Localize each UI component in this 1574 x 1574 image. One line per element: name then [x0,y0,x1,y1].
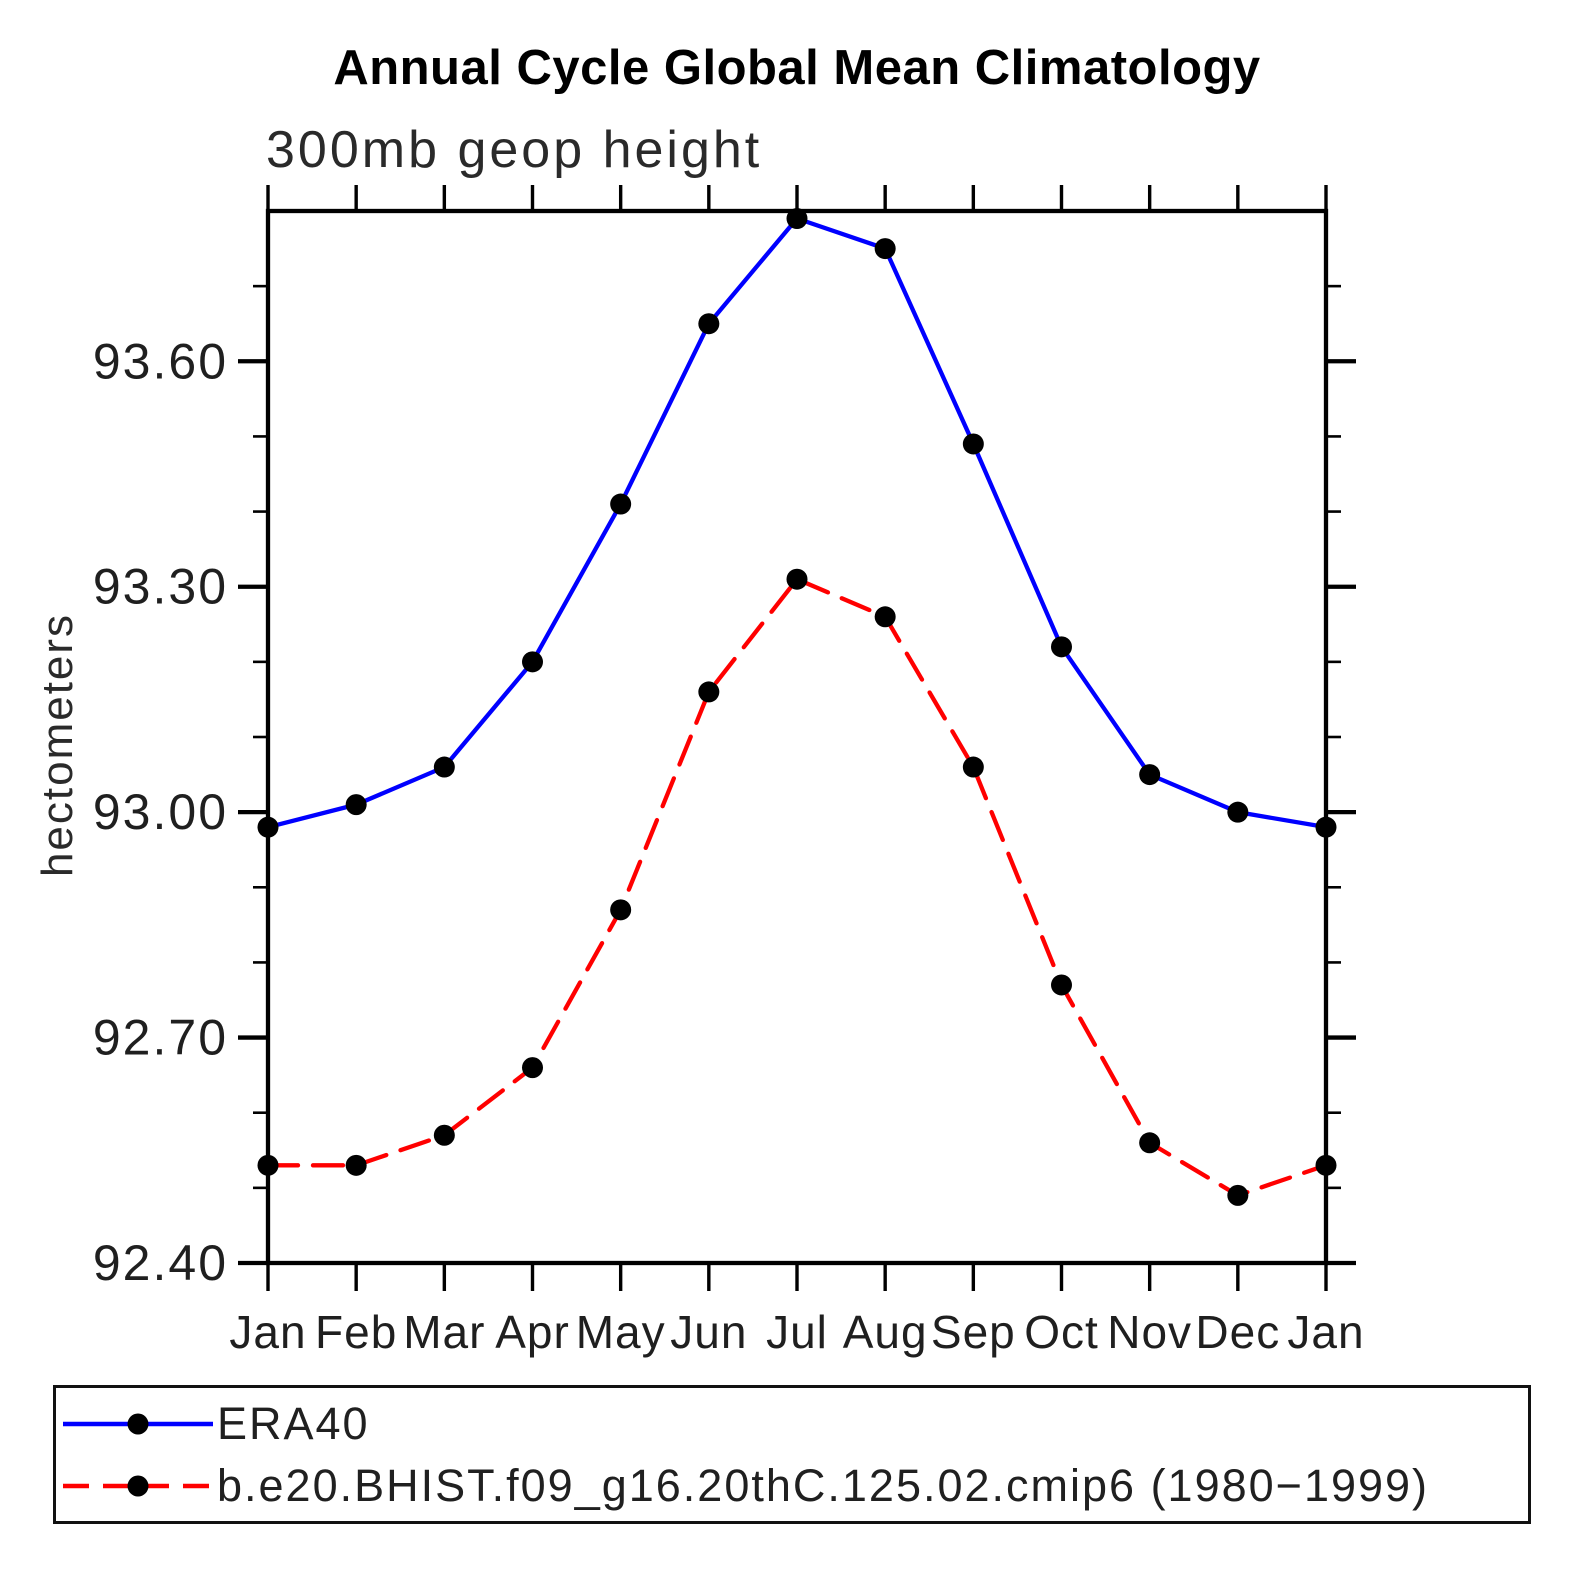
legend-item-era40: ERA40 [61,1398,1528,1450]
legend-sample-dashed-red-line [63,1475,213,1496]
data-point-s1-Jan [257,1154,279,1176]
x-tick-label: May [576,1306,666,1358]
y-tick-label: 92.40 [93,1235,228,1291]
y-tick-label: 92.70 [93,1010,228,1066]
data-point-s1-Mar [433,1124,455,1146]
legend-item-model: b.e20.BHIST.f09_g16.20thC.125.02.cmip6 (… [61,1460,1528,1512]
series-line-1 [265,577,1329,1198]
data-point-s1-Jul [786,568,808,590]
x-tick-label: Feb [315,1306,397,1358]
x-tick-label: Sep [931,1306,1016,1358]
data-point-s0-Jan [257,816,279,838]
data-point-s0-Jun [698,313,720,335]
data-point-s0-Sep [962,433,984,455]
x-tick-label: Mar [403,1306,485,1358]
y-tick-label: 93.00 [93,784,228,840]
data-point-s1-Aug [874,606,896,628]
chart-subtitle: 300mb geop height [266,121,763,179]
data-point-s0-Feb [345,794,367,816]
x-tick-label: Jul [766,1306,828,1358]
x-tick-label: Oct [1024,1306,1099,1358]
data-point-s1-Jun [698,681,720,703]
data-point-s1-Oct [1051,974,1072,996]
data-point-s0-Nov [1139,764,1161,786]
data-point-s0-Apr [522,651,543,673]
x-tick-label: Jan [229,1306,306,1358]
legend-label-era40: ERA40 [217,1397,370,1449]
x-tick-label: Aug [843,1306,928,1358]
legend-marker-dot [127,1475,149,1496]
plot-frame [265,208,1329,1266]
data-point-s0-Mar [433,756,455,778]
x-tick-label: Nov [1107,1306,1192,1358]
data-point-s0-Oct [1051,636,1072,658]
y-tick-label: 93.60 [93,333,228,389]
series-line-0 [265,216,1329,830]
data-point-s1-Nov [1139,1132,1161,1154]
data-point-s1-Dec [1227,1184,1249,1206]
data-point-s1-Apr [522,1057,543,1079]
x-tick-label: Jun [670,1306,747,1358]
data-point-s0-Jan [1315,816,1337,838]
x-tick-label: Dec [1195,1306,1280,1358]
data-point-s0-Jul [786,208,808,230]
data-point-s1-Sep [962,756,984,778]
data-point-s0-Aug [874,238,896,260]
chart-title: Annual Cycle Global Mean Climatology [333,41,1261,95]
y-tick-label: 93.30 [93,559,228,615]
x-tick-label: Apr [495,1306,570,1358]
data-point-s1-Jan [1315,1154,1337,1176]
legend-sample-solid-blue-line [63,1413,213,1434]
legend-box: ERA40 b.e20.BHIST.f09_g16.20thC.125.02.c… [53,1385,1531,1524]
legend-label-model: b.e20.BHIST.f09_g16.20thC.125.02.cmip6 (… [217,1459,1430,1511]
data-point-s1-May [610,899,632,921]
x-tick-label: Jan [1287,1306,1364,1358]
data-point-s0-May [610,493,632,515]
data-point-s1-Feb [345,1154,367,1176]
data-point-s0-Dec [1227,801,1249,823]
legend-marker-dot [127,1413,149,1434]
